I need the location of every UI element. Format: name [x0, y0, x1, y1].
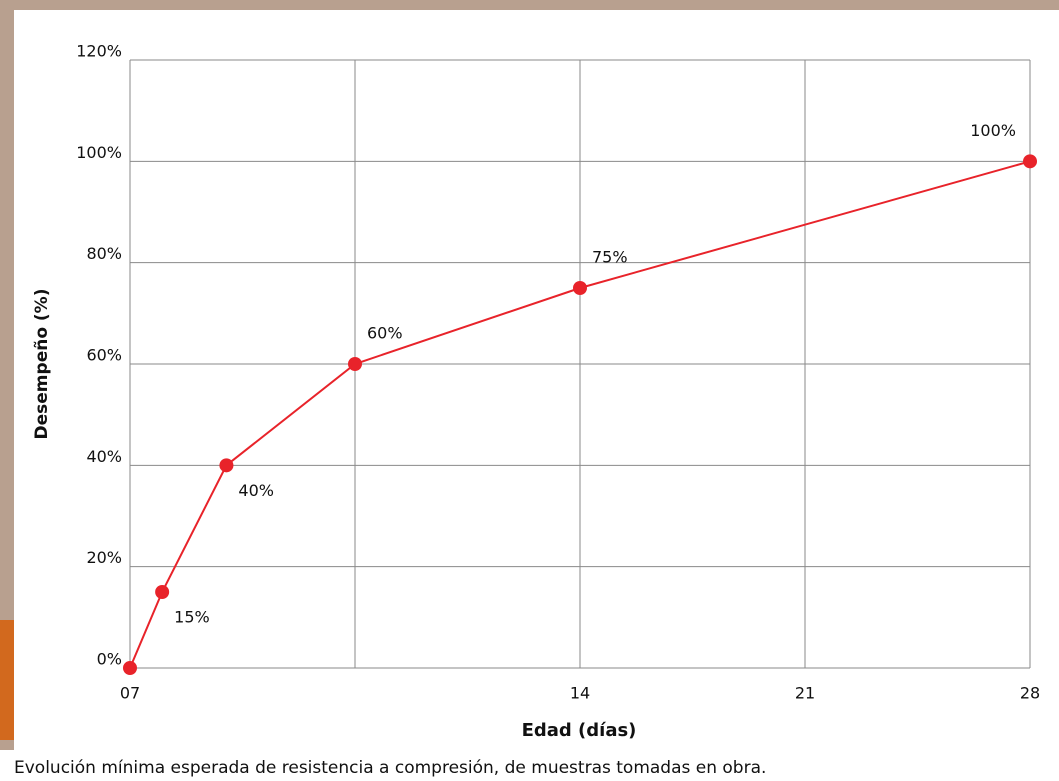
y-tick-label: 120%: [76, 42, 122, 61]
top-strip: [0, 0, 1059, 10]
marker: [348, 357, 362, 371]
x-tick-label: 07: [120, 684, 140, 703]
marker: [1023, 154, 1037, 169]
data-label: 40%: [238, 481, 274, 500]
marker: [219, 458, 234, 473]
y-tick-label: 100%: [76, 143, 122, 162]
data-label: 60%: [367, 324, 403, 343]
y-tick-label: 80%: [86, 244, 122, 263]
x-axis-title: Edad (días): [522, 720, 637, 741]
y-tick-label: 60%: [86, 346, 122, 365]
photo-edge: [0, 620, 14, 740]
marker: [573, 281, 587, 295]
data-label: 100%: [970, 121, 1016, 140]
x-tick-label: 14: [570, 684, 590, 703]
y-tick-label: 40%: [86, 447, 122, 466]
marker: [155, 585, 170, 599]
x-tick-label: 28: [1020, 684, 1040, 703]
caption: Evolución mínima esperada de resistencia…: [14, 758, 766, 778]
data-label: 15%: [174, 608, 210, 627]
y-tick-label: 20%: [86, 548, 122, 567]
data-label: 75%: [592, 248, 628, 267]
y-axis-title: Desempeño (%): [32, 289, 52, 440]
left-strip: [0, 0, 14, 750]
y-tick-label: 0%: [97, 650, 122, 669]
x-tick-label: 21: [795, 684, 815, 703]
line: [129, 160, 1031, 669]
marker: [123, 661, 137, 675]
